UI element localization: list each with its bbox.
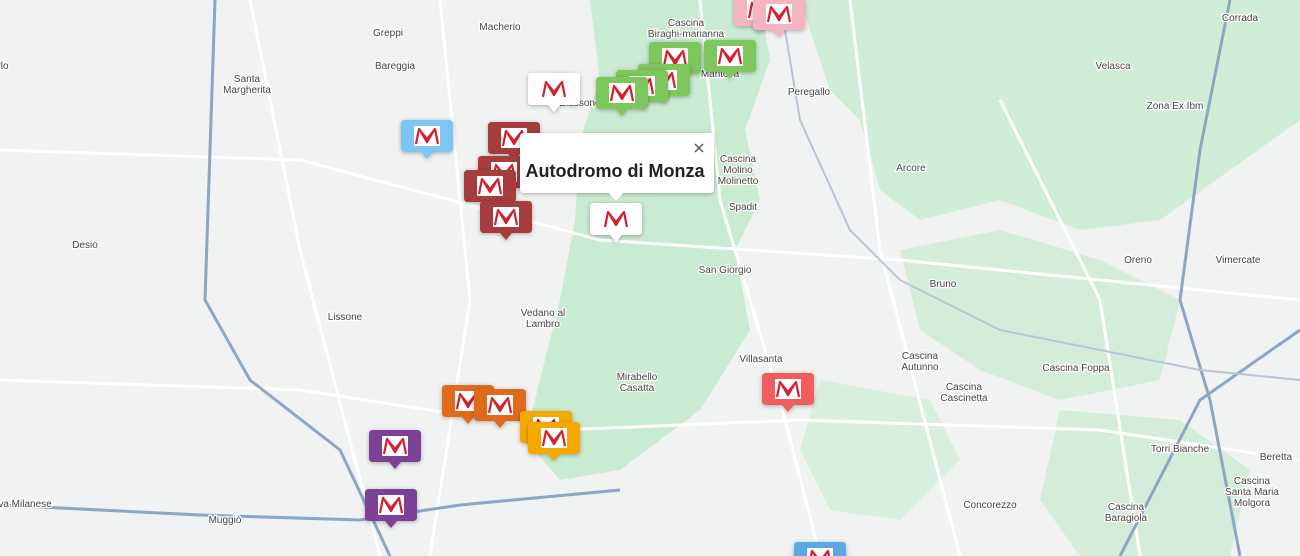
place-label: San Giorgio	[699, 265, 752, 276]
place-label: Vimercate	[1216, 255, 1261, 266]
marker[interactable]	[762, 373, 814, 412]
place-label: Peregallo	[788, 87, 831, 98]
marker[interactable]	[480, 201, 532, 240]
marker[interactable]	[704, 40, 756, 79]
place-label: Desio	[72, 240, 98, 251]
place-label: Santa	[234, 74, 261, 85]
place-label: Lambro	[526, 319, 560, 330]
place-label: Bareggia	[375, 61, 415, 72]
marker-logo	[541, 429, 567, 447]
marker-logo	[382, 437, 408, 455]
marker[interactable]	[794, 542, 846, 556]
place-label: Margherita	[223, 85, 271, 96]
place-label: Cascina	[946, 382, 983, 393]
marker[interactable]	[753, 0, 805, 37]
place-label: Bruno	[930, 279, 957, 290]
marker-logo	[603, 210, 629, 228]
marker-logo	[775, 380, 801, 398]
marker-logo	[477, 177, 503, 195]
place-label: Greppi	[373, 28, 403, 39]
marker[interactable]	[401, 120, 453, 159]
popup-close[interactable]	[694, 143, 704, 153]
place-label: Torri Bianche	[1151, 444, 1210, 455]
place-label: Baragiola	[1105, 513, 1148, 524]
marker-logo	[766, 5, 792, 23]
place-label: Concorezzo	[963, 500, 1017, 511]
place-label: Corrada	[1222, 13, 1259, 24]
marker[interactable]	[528, 422, 580, 461]
marker[interactable]	[369, 430, 421, 469]
place-label: Casatta	[620, 383, 655, 394]
place-label: Santa Maria	[1225, 487, 1279, 498]
place-label: Cascina	[902, 351, 939, 362]
place-label: Arcore	[896, 163, 926, 174]
place-label: Velasca	[1095, 61, 1130, 72]
marker[interactable]	[528, 73, 580, 112]
marker-logo	[609, 84, 635, 102]
place-label: Macherio	[479, 22, 521, 33]
place-label: Cascina	[668, 18, 705, 29]
place-label: Cascinetta	[940, 393, 988, 404]
marker[interactable]	[365, 489, 417, 528]
marker-logo	[493, 208, 519, 226]
marker-logo	[717, 47, 743, 65]
place-label: Vedano al	[521, 308, 566, 319]
marker-logo	[378, 496, 404, 514]
place-label: Molinetto	[718, 176, 759, 187]
marker[interactable]	[590, 203, 642, 242]
place-label: Cascina	[720, 154, 757, 165]
marker-logo	[487, 396, 513, 414]
place-label: va Milanese	[0, 499, 52, 510]
marker[interactable]	[474, 389, 526, 428]
place-label: Autunno	[901, 362, 939, 373]
place-labels: rloGreppiMacherioCascinaBiraghi-marianna…	[0, 12, 1294, 528]
place-label: Cascina Foppa	[1042, 363, 1110, 374]
place-label: Mirabello	[617, 372, 658, 383]
place-label: Oreno	[1124, 255, 1152, 266]
place-label: Villasanta	[739, 354, 783, 365]
place-label: Biraghi-marianna	[648, 29, 725, 40]
place-label: Cascina	[1234, 476, 1271, 487]
place-label: Zona Ex Ibm	[1147, 101, 1204, 112]
marker[interactable]	[464, 170, 516, 209]
marker-logo	[414, 127, 440, 145]
place-label: Muggiò	[209, 515, 242, 526]
place-label: Lissone	[328, 312, 363, 323]
popup-pointer	[608, 192, 624, 201]
place-label: Molgora	[1234, 498, 1271, 509]
popup: Autodromo di Monza	[520, 133, 714, 201]
popup-box	[520, 133, 714, 193]
popup-title: Autodromo di Monza	[526, 161, 706, 181]
place-label: Beretta	[1260, 452, 1293, 463]
markers	[365, 0, 846, 556]
place-label: Cascina	[1108, 502, 1145, 513]
place-label: Molino	[723, 165, 753, 176]
marker-logo	[541, 80, 567, 98]
place-label: Spadit	[729, 202, 758, 213]
marker[interactable]	[596, 77, 648, 116]
place-label: rlo	[0, 61, 9, 72]
